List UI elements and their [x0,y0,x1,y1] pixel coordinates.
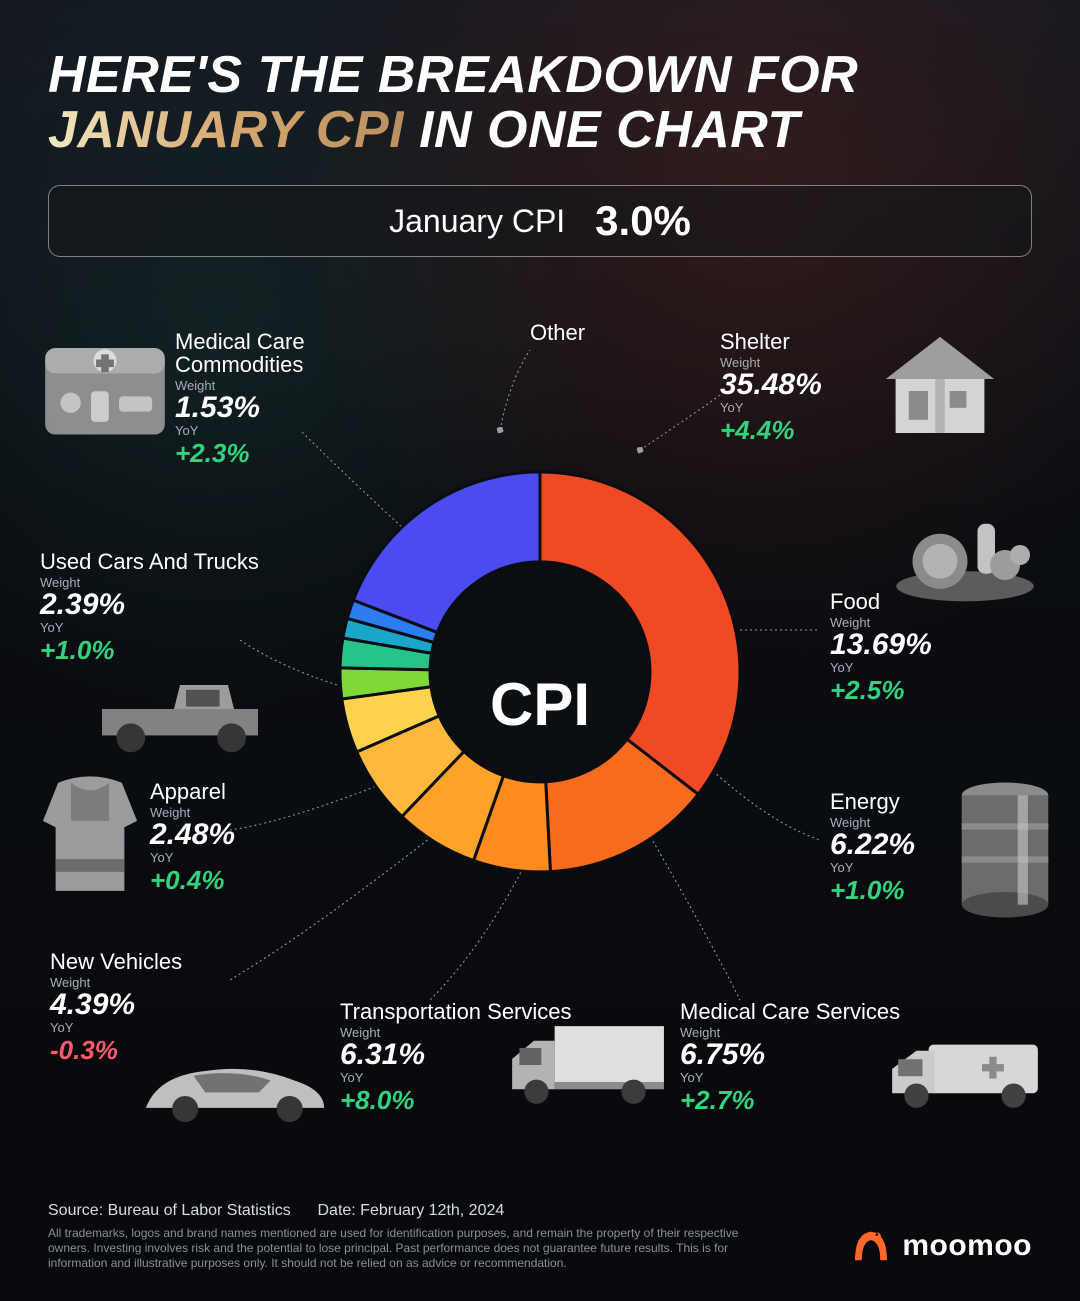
weight-value: 13.69% [830,630,1080,660]
source-date: February 12th, 2024 [360,1202,504,1219]
yoy-label: YoY [50,1020,310,1035]
weight-value: 1.53% [175,393,415,423]
donut-center-label: CPI [490,670,590,739]
cat-used-cars: Used Cars And Trucks Weight 2.39% YoY +1… [40,550,280,663]
barrel-icon [950,780,1060,920]
weight-value: 4.39% [50,990,310,1020]
cpi-banner-label: January CPI [389,203,565,240]
yoy-value: +1.0% [40,637,280,663]
sports-car-icon [140,1045,330,1135]
house-icon [880,330,1000,440]
footer: Source: Bureau of Labor Statistics Date:… [48,1202,1032,1271]
medkit-icon [35,330,175,450]
source-line: Source: Bureau of Labor Statistics Date:… [48,1202,1032,1220]
yoy-label: YoY [830,660,1080,675]
food-icon [890,500,1040,610]
source-prefix: Source: [48,1202,108,1219]
disclaimer: All trademarks, logos and brand names me… [48,1226,768,1271]
cpi-banner: January CPI 3.0% [48,185,1032,257]
yoy-value: +2.5% [830,677,1080,703]
yoy-value: +0.4% [150,867,410,893]
cat-medical-commodities: Medical Care Commodities Weight 1.53% Yo… [175,330,415,466]
cat-apparel: Apparel Weight 2.48% YoY +0.4% [150,780,410,893]
yoy-label: YoY [175,423,415,438]
pickup-truck-icon [90,670,270,760]
yoy-label: YoY [150,850,410,865]
truck-icon [500,1010,670,1120]
chart-stage: CPI Other Shelter Weight 35.48% YoY +4.4… [0,300,1080,1120]
yoy-label: YoY [40,620,280,635]
cat-name: Medical Care Commodities [175,330,415,376]
title-accent: JANUARY CPI [48,101,404,159]
cpi-banner-value: 3.0% [595,197,691,245]
title-line1: HERE'S THE BREAKDOWN FOR [48,46,858,104]
jacket-icon [30,770,150,910]
cat-name: New Vehicles [50,950,310,973]
cat-name: Used Cars And Trucks [40,550,280,573]
yoy-value: +2.3% [175,440,415,466]
source-name: Bureau of Labor Statistics [108,1202,291,1219]
ambulance-icon [880,1020,1050,1130]
brand-text: moomoo [902,1229,1032,1263]
weight-value: 2.39% [40,590,280,620]
weight-value: 2.48% [150,820,410,850]
page-title: HERE'S THE BREAKDOWN FOR JANUARY CPI IN … [48,48,1032,157]
title-rest: IN ONE CHART [404,101,800,159]
cat-name: Apparel [150,780,410,803]
brand: moomoo [850,1225,1032,1267]
other-label: Other [530,320,585,346]
date-prefix: Date: [317,1202,360,1219]
brand-icon [850,1225,892,1267]
